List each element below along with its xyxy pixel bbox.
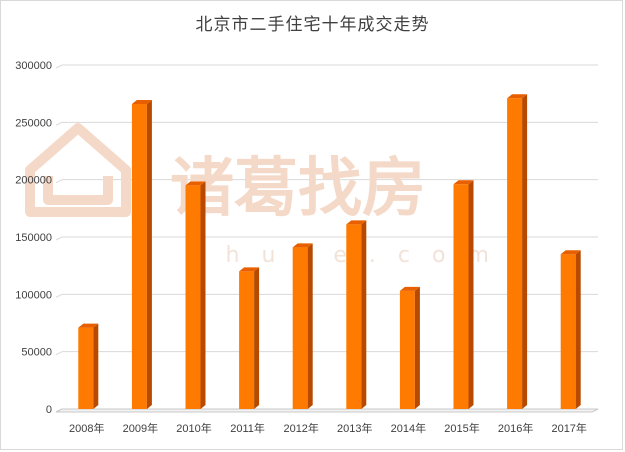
bar-side [254,267,260,409]
bar-top [507,94,528,99]
y-tick-label: 50000 [21,347,52,359]
bar [239,267,260,409]
y-tick-label: 200000 [15,175,52,187]
bar-front [185,185,201,409]
bar-side [361,220,367,409]
chart-title: 北京市二手住宅十年成交走势 [195,15,430,35]
house-logo-icon [25,123,131,217]
bar-side [93,323,99,409]
y-tick-label: 100000 [15,289,52,301]
x-tick-label: 2009年 [123,421,158,435]
bar-top [78,323,99,328]
bar-front [507,98,523,410]
bar-front [239,271,255,409]
bar-top [560,250,581,255]
bar-front [399,290,415,409]
bar-side [414,286,420,409]
x-tick-label: 2017年 [551,421,586,435]
bar-top [185,181,206,186]
x-tick-label: 2011年 [230,421,265,435]
x-axis-ticks: 2008年 2009年 2010年 2011年 2012年 2013年 2014年 2015年… [69,421,587,435]
grid-line-depth [55,351,63,356]
bars [78,94,581,410]
bar-top [453,180,474,185]
grid-line-depth [55,236,63,241]
x-tick-label: 2013年 [337,421,372,435]
bar-side [575,250,581,409]
bar [453,180,474,409]
bar-front [131,103,147,409]
x-tick-label: 2014年 [391,421,426,435]
x-tick-label: 2010年 [176,421,211,435]
bar [507,94,528,410]
bar [399,286,420,409]
x-tick-label: 2016年 [498,421,533,435]
x-tick-label: 2012年 [283,421,318,435]
bar-top [131,99,152,104]
x-tick-label: 2015年 [444,421,479,435]
bar [78,323,99,409]
y-tick-label: 300000 [15,60,52,72]
bar-side [200,181,206,409]
bar [131,99,152,409]
bar-front [560,254,576,409]
bar-front [78,327,94,409]
watermark: 诸葛找房 zhuge.com [25,123,511,268]
bar-front [346,224,362,409]
bar [185,181,206,409]
y-axis-ticks: 0 50000 100000 150000 200000 250000 300000 [15,60,52,416]
grid-line-depth [55,121,63,126]
grid-line-depth [55,179,63,184]
bar-top [346,220,367,225]
chart-floor [55,408,599,413]
x-tick-label: 2008年 [69,421,104,435]
bar-front [292,247,308,409]
bar-side [307,243,313,409]
y-tick-label: 0 [46,404,52,416]
y-tick-label: 250000 [15,117,52,129]
bar [292,243,313,409]
bar-top [399,286,420,291]
bar [560,250,581,409]
bar-top [292,243,313,248]
grid-line-depth [55,293,63,298]
bar-side [146,99,152,409]
grid-line-depth [55,64,63,69]
bar-side [522,94,528,410]
watermark-site-text: zhuge.com [192,243,511,268]
bar-top [239,267,260,272]
bar-front [453,184,469,409]
bar-side [468,180,474,409]
y-tick-label: 150000 [15,232,52,244]
bar [346,220,367,409]
watermark-logo-text: 诸葛找房 [170,152,426,226]
